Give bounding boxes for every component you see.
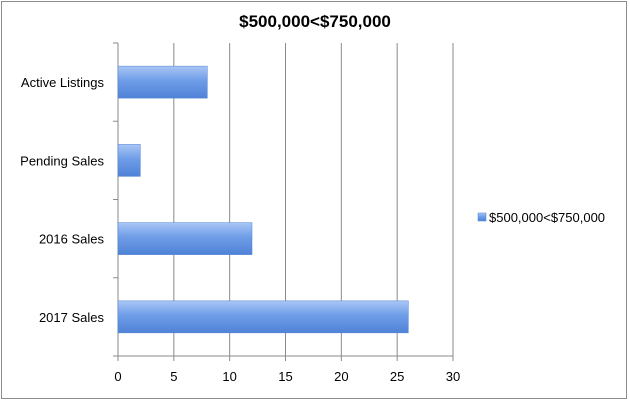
legend-swatch (477, 212, 487, 222)
bar-pending-sales (117, 144, 141, 177)
category-label-3: 2017 Sales (39, 310, 105, 325)
x-tick-labels: 0 5 10 15 20 25 30 (114, 369, 460, 384)
x-tick-label-30: 30 (446, 369, 460, 384)
x-tick-label-5: 5 (170, 369, 177, 384)
chart-title: $500,000<$750,000 (239, 12, 391, 31)
category-label-2: 2016 Sales (39, 232, 105, 247)
x-tick-label-10: 10 (222, 369, 236, 384)
legend-label: $500,000<$750,000 (489, 210, 605, 225)
x-tick-label-0: 0 (114, 369, 121, 384)
legend: $500,000<$750,000 (477, 210, 605, 225)
x-tick-label-20: 20 (334, 369, 348, 384)
bars (117, 65, 409, 334)
bar-2017-sales (117, 300, 409, 334)
category-label-1: Pending Sales (20, 153, 104, 168)
category-label-0: Active Listings (21, 75, 105, 90)
bar-2016-sales (117, 222, 253, 255)
x-tick-label-25: 25 (390, 369, 404, 384)
x-tick-label-15: 15 (278, 369, 292, 384)
category-labels: Active Listings Pending Sales 2016 Sales 20… (20, 75, 104, 325)
bar-active-listings (117, 65, 208, 99)
